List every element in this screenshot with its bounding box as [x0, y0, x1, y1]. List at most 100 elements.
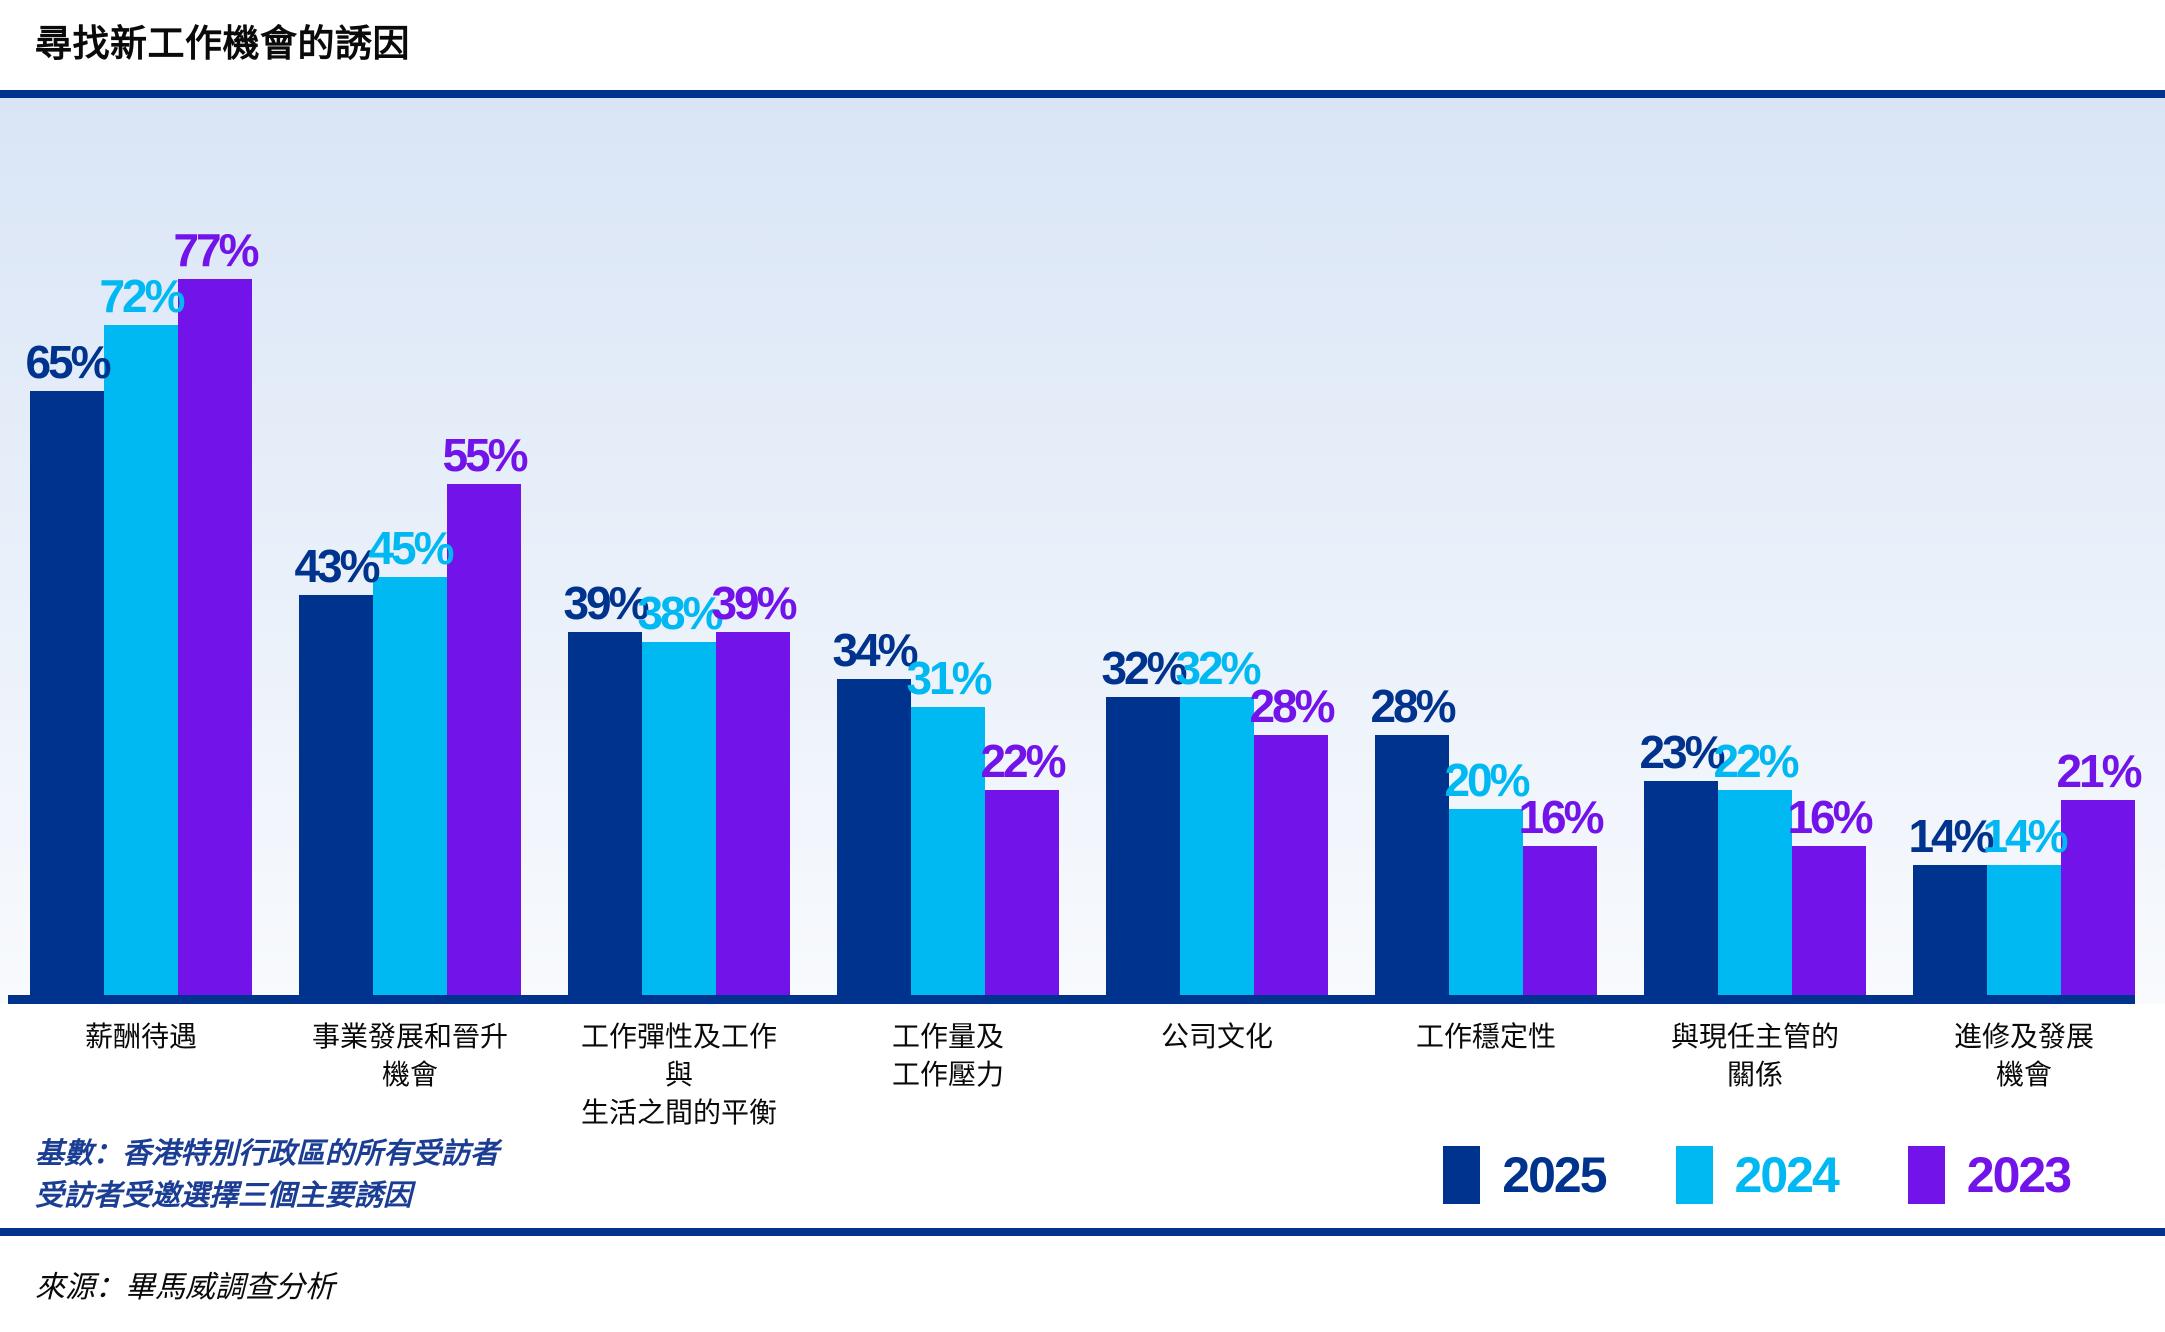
bar-column-2025: 28% — [1370, 683, 1457, 995]
bar-column-2023: 22% — [980, 738, 1067, 995]
value-label-2025: 34% — [832, 623, 918, 676]
bar-group: 34% 31% 22% — [832, 627, 1067, 995]
bar-column-2025: 23% — [1639, 729, 1726, 995]
bar-2025 — [1913, 864, 1987, 995]
value-label-2024: 32% — [1175, 642, 1261, 695]
value-label-2024: 22% — [1713, 735, 1799, 788]
bar-column-2023: 16% — [1787, 794, 1874, 995]
bar-column-2024: 31% — [906, 655, 993, 995]
bar-group: 28% 20% 16% — [1370, 683, 1605, 995]
value-label-2024: 72% — [99, 270, 185, 323]
bar-2024 — [1987, 864, 2061, 995]
bar-2025 — [568, 632, 642, 995]
legend-label-2023: 2023 — [1966, 1147, 2072, 1203]
bar-2023 — [2061, 799, 2135, 995]
legend-swatch-2024 — [1675, 1146, 1713, 1204]
bar-2023 — [1254, 734, 1328, 995]
bar-column-2025: 34% — [832, 627, 919, 995]
bar-column-2025: 32% — [1101, 645, 1188, 995]
bar-2024 — [1718, 790, 1792, 995]
bar-2024 — [104, 325, 178, 995]
value-label-2025: 23% — [1639, 726, 1725, 779]
legend-item-2024: 2024 — [1675, 1146, 1840, 1204]
legend-label-2024: 2024 — [1734, 1147, 1840, 1203]
base-note-line1: 基數：香港特別行政區的所有受訪者 — [35, 1137, 500, 1170]
bar-column-2023: 21% — [2056, 748, 2143, 995]
bar-2024 — [911, 706, 985, 995]
value-label-2024: 20% — [1444, 754, 1530, 806]
value-label-2023: 55% — [442, 428, 528, 481]
legend: 2025 2024 2023 — [1443, 1146, 2072, 1204]
bar-column-2023: 77% — [173, 227, 260, 995]
category-label: 工作彈性及工作與 生活之間的平衡 — [580, 1021, 777, 1128]
top-divider — [0, 90, 2165, 98]
value-label-2023: 21% — [2056, 744, 2142, 797]
bar-column-2025: 65% — [25, 339, 112, 995]
value-label-2023: 28% — [1249, 679, 1335, 732]
bar-2023 — [1523, 846, 1597, 995]
bar-2023 — [985, 790, 1059, 995]
value-label-2025: 32% — [1101, 642, 1187, 695]
bar-column-2024: 32% — [1175, 645, 1262, 995]
bar-column-2024: 72% — [99, 273, 186, 995]
bar-2023 — [716, 632, 790, 995]
bar-column-2025: 14% — [1908, 813, 1995, 995]
category-label: 事業發展和晉升 機會 — [311, 1021, 508, 1090]
category-labels-row: 薪酬待遇 事業發展和晉升 機會 工作彈性及工作與 生活之間的平衡 工作量及 工作壓力 公… — [0, 1004, 2165, 1128]
value-label-2025: 39% — [563, 577, 649, 630]
value-label-2025: 65% — [25, 335, 111, 388]
footer-row: 基數：香港特別行政區的所有受訪者 受訪者受邀選擇三個主要誘因 2025 2024 2… — [0, 1122, 2165, 1228]
bar-2023 — [447, 483, 521, 995]
value-label-2024: 45% — [368, 521, 454, 574]
category-label: 薪酬待遇 — [84, 1021, 197, 1052]
value-label-2025: 43% — [294, 540, 380, 593]
chart-area: 65% 72% 77% 43% 45% 55% 39% 38% 39% 34% 31% 22% 32% 3… — [0, 98, 2165, 1004]
value-label-2023: 16% — [1518, 791, 1604, 844]
base-note: 基數：香港特別行政區的所有受訪者 受訪者受邀選擇三個主要誘因 — [35, 1133, 499, 1217]
bar-2024 — [373, 576, 447, 995]
bar-2024 — [1180, 697, 1254, 995]
bar-group: 39% 38% 39% — [563, 580, 798, 995]
bar-groups: 65% 72% 77% 43% 45% 55% 39% 38% 39% 34% 31% 22% 32% 3… — [0, 98, 2165, 995]
value-label-2023: 77% — [173, 223, 259, 276]
title-row: 尋找新工作機會的誘因 — [0, 0, 2165, 90]
legend-item-2023: 2023 — [1907, 1146, 2072, 1204]
bar-2025 — [837, 678, 911, 995]
legend-label-2025: 2025 — [1502, 1147, 1607, 1203]
value-label-2023: 39% — [711, 577, 797, 630]
bar-column-2024: 38% — [637, 590, 724, 995]
legend-swatch-2025 — [1443, 1146, 1481, 1204]
bar-2023 — [1792, 846, 1866, 995]
bar-column-2023: 16% — [1518, 794, 1605, 995]
chart-title: 尋找新工作機會的誘因 — [35, 23, 410, 64]
category-label: 進修及發展 機會 — [1953, 1021, 2094, 1090]
bar-2024 — [642, 641, 716, 995]
bar-2025 — [299, 595, 373, 995]
x-axis-line — [8, 995, 2135, 1004]
bar-column-2023: 28% — [1249, 683, 1336, 995]
category-label: 工作量及 工作壓力 — [891, 1021, 1004, 1090]
category-label: 公司文化 — [1160, 1021, 1273, 1052]
value-label-2025: 14% — [1908, 809, 1994, 862]
bar-group: 32% 32% 28% — [1101, 645, 1336, 995]
bar-column-2024: 20% — [1444, 757, 1531, 995]
legend-item-2025: 2025 — [1443, 1146, 1608, 1204]
value-label-2024: 31% — [906, 651, 992, 704]
bar-group: 23% 22% 16% — [1639, 729, 1874, 995]
bar-column-2023: 55% — [442, 432, 529, 995]
value-label-2025: 28% — [1370, 679, 1456, 732]
bar-2025 — [1106, 697, 1180, 995]
value-label-2024: 38% — [637, 586, 723, 639]
bar-2025 — [1375, 734, 1449, 995]
bar-group: 14% 14% 21% — [1908, 748, 2143, 995]
value-label-2023: 22% — [980, 735, 1066, 788]
value-label-2024: 14% — [1982, 809, 2068, 862]
base-note-line2: 受訪者受邀選擇三個主要誘因 — [35, 1180, 413, 1212]
bar-2025 — [30, 390, 104, 995]
bar-column-2024: 45% — [368, 525, 455, 995]
bar-column-2024: 22% — [1713, 738, 1800, 995]
bar-2023 — [178, 278, 252, 995]
bar-2024 — [1449, 809, 1523, 995]
bar-column-2025: 39% — [563, 580, 650, 995]
bar-column-2023: 39% — [711, 580, 798, 995]
